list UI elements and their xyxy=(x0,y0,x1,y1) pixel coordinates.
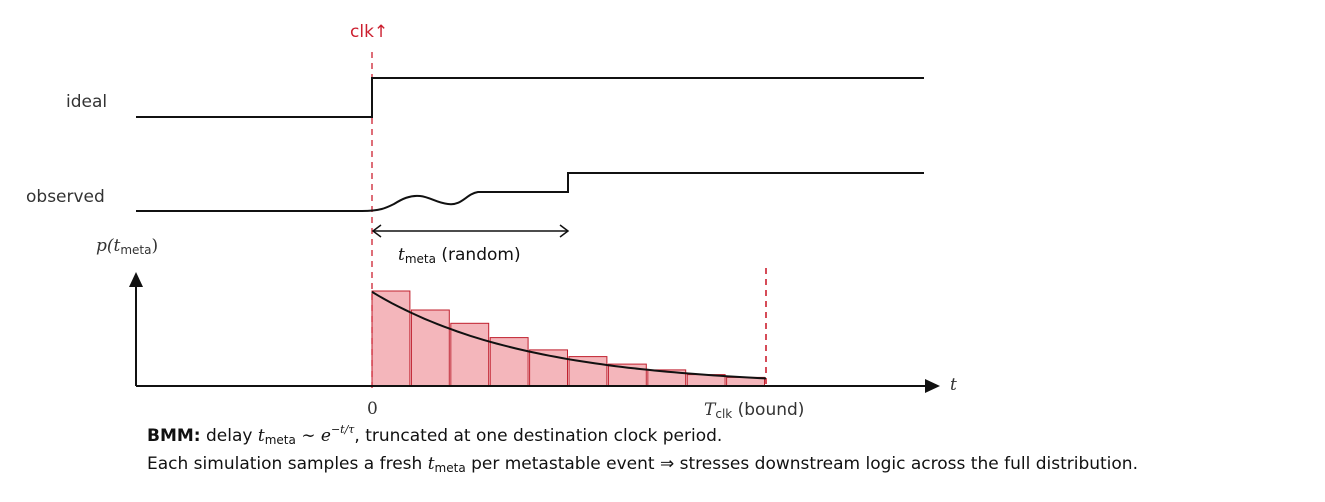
caption-line1-text-b: , truncated at one destination clock per… xyxy=(354,426,723,446)
tmeta-subscript: meta xyxy=(404,252,436,266)
observed-label: observed xyxy=(26,187,105,207)
exponential-decay-curve xyxy=(371,291,767,380)
ideal-waveform xyxy=(136,77,924,118)
tclk-suffix: (bound) xyxy=(732,400,805,420)
tmeta-symbol: t xyxy=(398,245,405,265)
histogram-bars xyxy=(371,290,765,387)
caption-line2-t: t xyxy=(427,454,435,474)
caption-line1-sim: ∼ e xyxy=(295,426,331,446)
y-axis-label-subscript: meta xyxy=(120,243,152,257)
caption-line1-t: t xyxy=(257,426,265,446)
caption-line2-text-a: Each simulation samples a fresh xyxy=(147,454,428,474)
clock-edge-label: clk↑ xyxy=(350,22,389,42)
caption-line-2: Each simulation samples a fresh tmeta pe… xyxy=(147,454,1138,475)
origin-tick-label: 0 xyxy=(367,399,378,419)
caption-line1-t-sub: meta xyxy=(264,433,296,447)
tmeta-arrow-left-head xyxy=(371,224,382,238)
y-axis-label: p(tmeta) xyxy=(96,236,159,257)
caption-line2-t-sub: meta xyxy=(434,461,466,475)
y-axis-label-prefix: p(t xyxy=(96,236,121,256)
histogram-bar xyxy=(410,309,450,387)
caption-line2-text-b: per metastable event ⇒ stresses downstre… xyxy=(465,454,1138,474)
caption-line1-exponent: −t/τ xyxy=(330,423,355,436)
caption-line-1: BMM: delay tmeta ∼ e−t/τ, truncated at o… xyxy=(147,424,722,446)
histogram-bar xyxy=(371,290,411,387)
caption-line1-text-a: delay xyxy=(200,426,258,446)
y-axis-label-suffix: ) xyxy=(151,236,159,256)
ideal-label: ideal xyxy=(66,92,108,112)
x-axis-arrowhead xyxy=(925,379,940,393)
tclk-symbol: T xyxy=(704,400,716,420)
tclk-tick-label: Tclk (bound) xyxy=(704,400,805,421)
tclk-subscript: clk xyxy=(715,407,733,421)
tmeta-suffix: (random) xyxy=(435,245,521,265)
histogram-bar xyxy=(489,337,529,387)
tmeta-label: tmeta (random) xyxy=(398,245,521,266)
observed-waveform xyxy=(136,172,924,212)
y-axis-arrowhead xyxy=(129,272,143,287)
x-axis-label: t xyxy=(950,375,957,395)
caption-bmm-label: BMM: xyxy=(147,426,201,446)
tmeta-arrow-right-head xyxy=(559,224,570,238)
histogram-bar xyxy=(450,322,490,387)
